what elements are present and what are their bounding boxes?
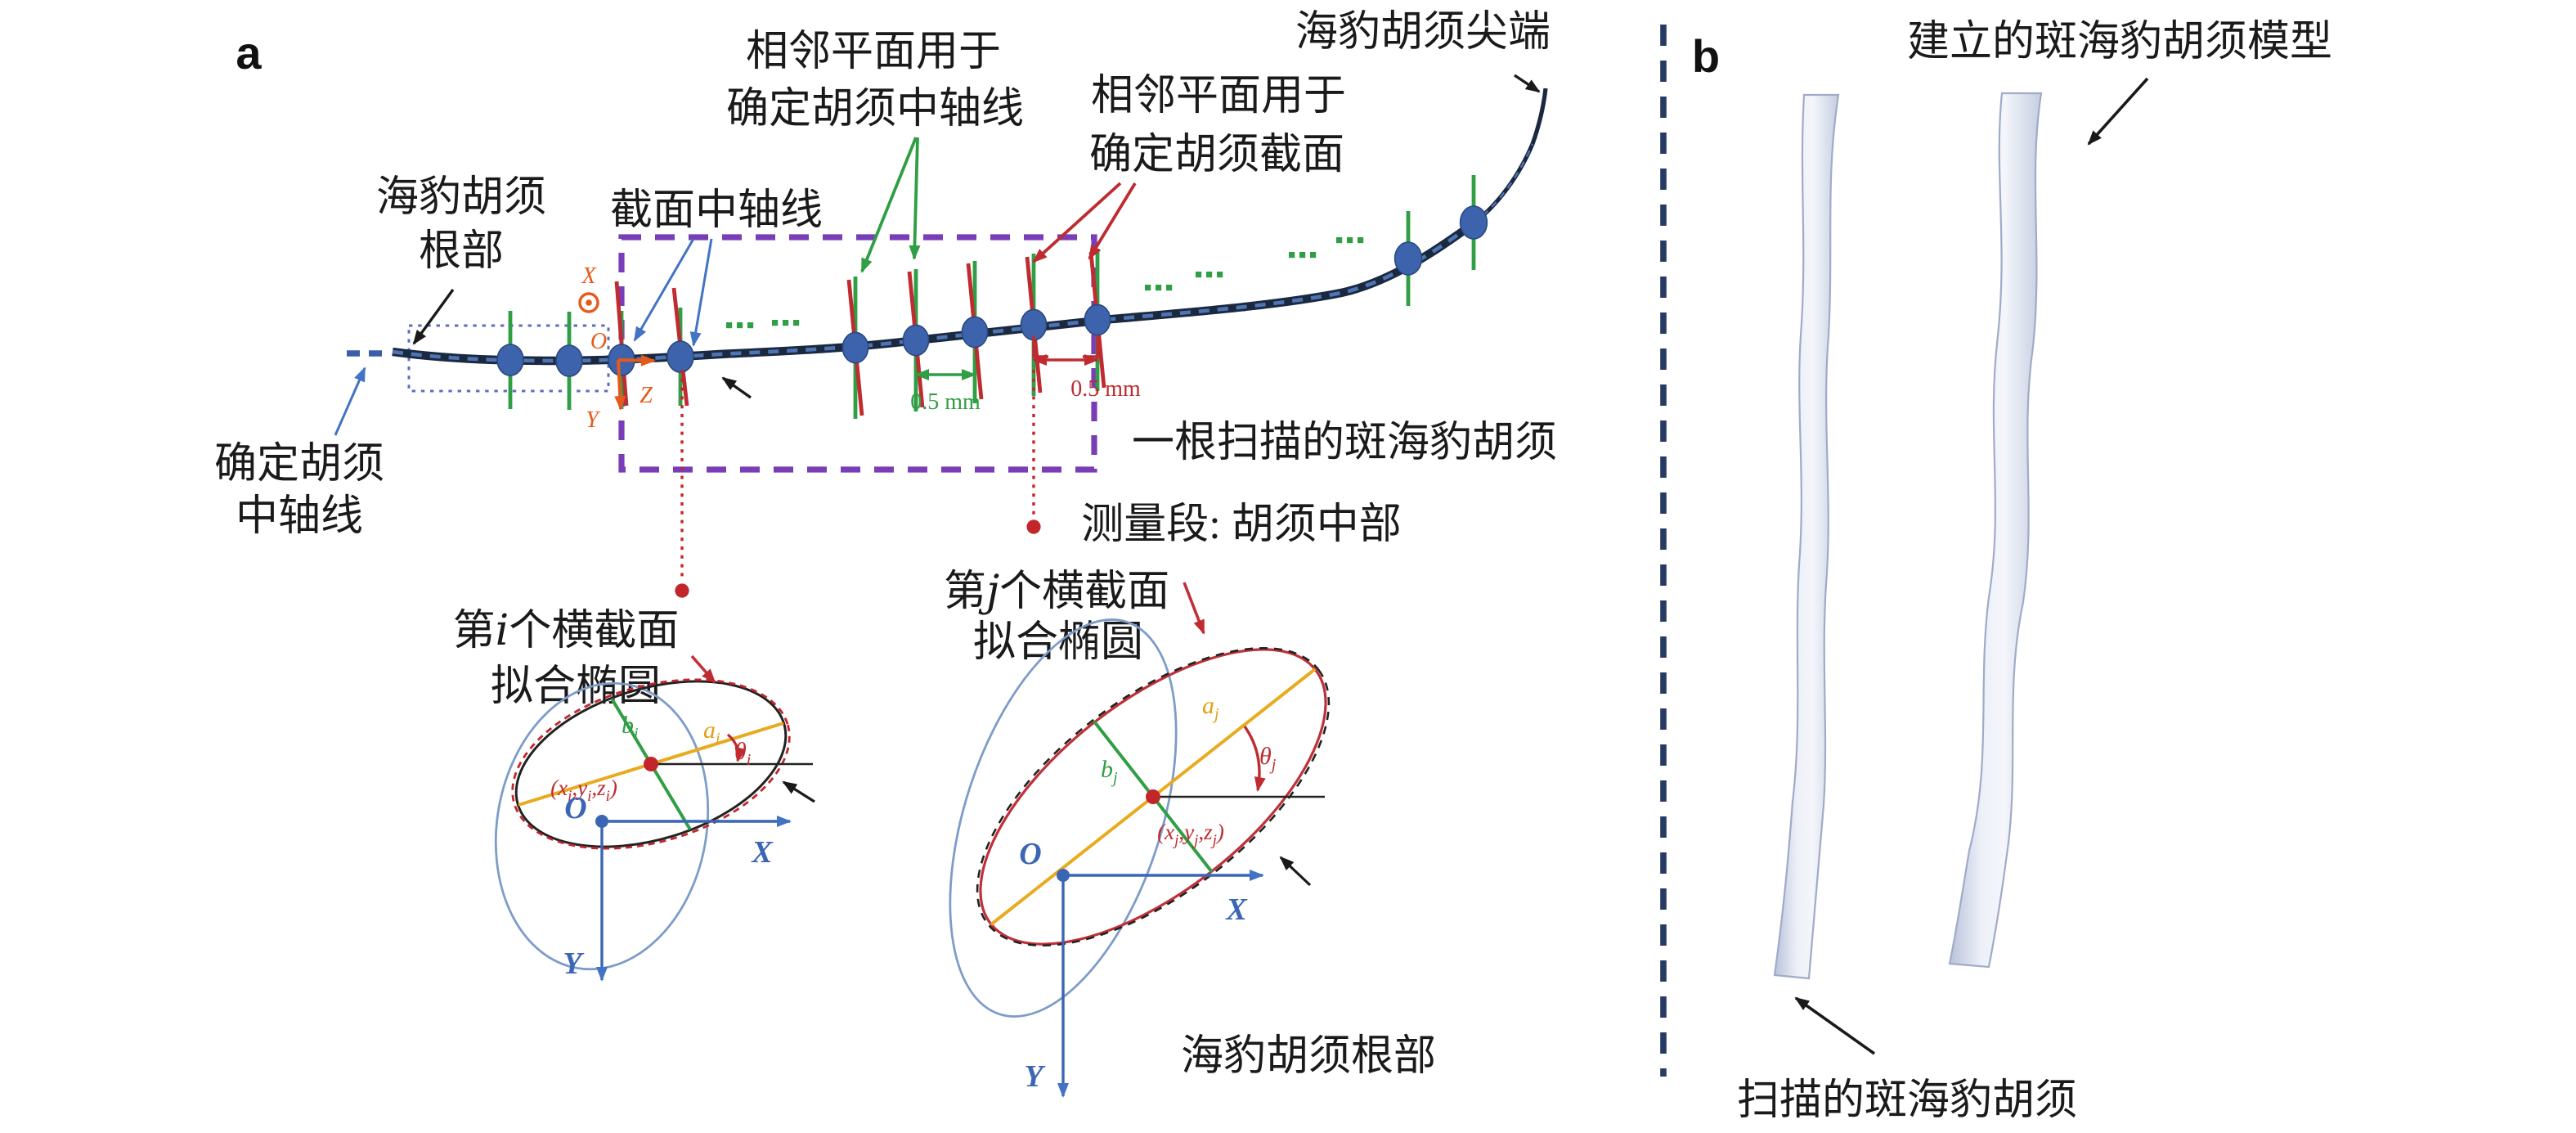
root-pointer-arrow [412, 289, 455, 345]
frame-z-label: Z [640, 383, 653, 408]
red-dim-text: 0.5 mm [1070, 376, 1141, 402]
section-j-center-label: (xj,yj,zj) [1157, 820, 1224, 849]
whisker-body [392, 219, 1477, 366]
section-j-a-label: aj [1202, 692, 1219, 723]
section-j-contour [976, 647, 1331, 946]
section-i-b-label: bi [622, 712, 639, 743]
cross-section-i: 第i个横截面 拟合椭圆 bi ai θi (xi,yi,zi) O X Y [453, 606, 815, 982]
red-bracket-right [1083, 335, 1099, 358]
adj-axis-arrow-1 [860, 137, 918, 273]
section-i-o-label: O [564, 791, 586, 825]
section-i-x-label: X [751, 835, 774, 870]
section-j-black-pointer [1279, 856, 1312, 887]
section-axis-arrow-1 [633, 238, 695, 342]
scan-pointer-arrow [1794, 996, 1876, 1055]
adj-axis-line2: 确定胡须中轴线 [726, 86, 1024, 133]
panel-a-letter: a [236, 27, 262, 79]
section-axis-label: 截面中轴线 [610, 187, 823, 234]
local-frame: X O Z Y [578, 263, 656, 433]
section-i-a-label: ai [703, 717, 720, 748]
pointer-ball-j [1026, 519, 1041, 534]
root-label-line1: 海豹胡须 [376, 174, 546, 221]
built-whisker-model [1948, 92, 2043, 969]
panel-b-letter: b [1692, 30, 1720, 82]
det-axis-line2: 中轴线 [236, 493, 363, 540]
scanned-whisker-model [1773, 93, 1840, 980]
section-j-x-label: X [1225, 892, 1248, 927]
section-j-y-label: Y [1024, 1059, 1046, 1094]
whisker-tip-dashes [1473, 143, 1534, 224]
z-axis-arrow [617, 354, 656, 366]
scan-label: 扫描的斑海豹胡须 [1737, 1077, 2077, 1124]
section-j-o-label: O [1019, 837, 1041, 871]
red-bracket-left [1032, 335, 1048, 358]
root-label-line2: 根部 [419, 228, 504, 275]
adj-section-line1: 相邻平面用于 [1091, 73, 1346, 119]
green-dim-text: 0.5 mm [910, 389, 981, 415]
section-j-red-pointer [1183, 582, 1205, 635]
green-dimension: 0.5 mm [910, 369, 981, 415]
section-i-red-pointer [690, 654, 716, 684]
section-i-theta-arc [726, 733, 747, 762]
section-j-theta-label: θj [1259, 743, 1277, 774]
whisker-tip [1472, 88, 1548, 226]
frame-x-label: X [581, 263, 596, 289]
whisker-centerline-dashes [392, 222, 1475, 363]
det-axis-pointer-arrow [334, 366, 366, 436]
adj-axis-line1: 相邻平面用于 [746, 29, 1001, 75]
panel-a: a [214, 9, 1557, 1098]
panel-b: b 建立的斑海豹胡须模型 扫描的斑海豹胡须 [1692, 19, 2332, 1124]
det-axis-line1: 确定胡须 [214, 441, 384, 488]
section-axis-arrow-2 [689, 238, 713, 347]
whisker-mid-pointer-arrow [721, 376, 752, 399]
section-j-b-label: bj [1101, 756, 1118, 787]
section-i-contour [514, 680, 788, 848]
model-pointer-arrow [2087, 77, 2149, 146]
segment-label: 测量段: 胡须中部 [1081, 501, 1401, 548]
frame-o-label: O [590, 329, 607, 354]
x-out-of-plane-dot [586, 299, 592, 306]
section-j-root-label: 海豹胡须根部 [1181, 1033, 1436, 1080]
green-planes-tip [1406, 175, 1476, 306]
model-label: 建立的斑海豹胡须模型 [1907, 19, 2332, 65]
section-i-center-dot [644, 757, 658, 771]
red-planes [614, 251, 1106, 416]
section-i-y-label: Y [563, 946, 585, 981]
x-out-of-plane-icon [578, 292, 599, 313]
tip-label: 海豹胡须尖端 [1295, 9, 1551, 56]
section-j-title-line1: 第j个横截面 [944, 567, 1169, 616]
section-i-black-pointer [782, 780, 815, 803]
frame-y-label: Y [586, 407, 601, 433]
scanned-whisker-label: 一根扫描的斑海豹胡须 [1132, 420, 1557, 466]
section-j-center-dot [1146, 789, 1160, 804]
adj-section-arrow-2 [1088, 182, 1137, 260]
section-i-title-line1: 第i个横截面 [453, 606, 680, 655]
adj-section-arrow-1 [1032, 182, 1122, 263]
y-axis-arrow-small [614, 359, 626, 411]
adj-axis-arrow-2 [909, 137, 921, 260]
section-i-fit-ellipse [511, 678, 791, 850]
section-i-center-label: (xi,yi,zi) [550, 776, 617, 805]
tip-pointer-arrow [1514, 74, 1541, 93]
cross-section-j: 第j个横截面 拟合椭圆 bj aj θj (xj,yj,zj) O X Y 海豹… [944, 567, 1436, 1098]
red-dimension: 0.5 mm [1032, 335, 1141, 402]
section-i-theta-label: θi [734, 738, 751, 769]
section-j-theta-arc [1243, 726, 1266, 792]
green-ellipsis-dots [726, 237, 1364, 329]
pointer-ball-i [675, 583, 689, 598]
section-j-outer-ellipse [949, 618, 1178, 1018]
adj-section-line2: 确定胡须截面 [1089, 132, 1344, 178]
section-i-outer-ellipse [494, 681, 710, 971]
